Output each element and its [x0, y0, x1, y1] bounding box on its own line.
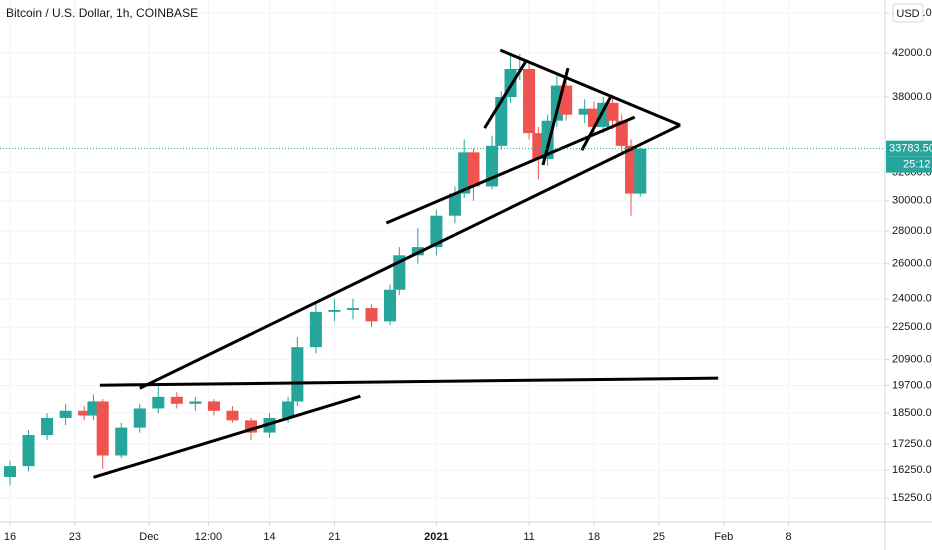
- countdown-badge: [886, 156, 932, 173]
- x-tick-label: Feb: [714, 531, 733, 543]
- trend-line: [92, 394, 361, 479]
- candle-body: [96, 401, 109, 456]
- y-tick-label: 20900.00: [892, 353, 932, 365]
- trend-line: [385, 115, 636, 225]
- trend-line: [139, 123, 681, 390]
- candle-body: [133, 408, 146, 428]
- last-price-badge: [886, 140, 932, 157]
- y-tick-label: 19700.00: [892, 379, 932, 391]
- y-tick-label: 18500.00: [892, 407, 932, 419]
- candle-body: [467, 152, 480, 187]
- x-tick-label: 2021: [424, 531, 448, 543]
- plot: [0, 48, 885, 486]
- candle-body: [597, 102, 610, 127]
- candle-body: [346, 308, 359, 310]
- trend-line: [99, 376, 719, 387]
- grid: [0, 0, 885, 522]
- x-tick-label: 21: [328, 531, 340, 543]
- x-tick-label: 11: [523, 531, 534, 543]
- x-tick-label: Dec: [139, 531, 159, 543]
- x-tick-label: 8: [786, 531, 792, 543]
- candle-body: [3, 466, 17, 477]
- candle-body: [189, 401, 202, 404]
- trend-line: [499, 48, 681, 127]
- countdown-label: 25:12: [903, 159, 931, 171]
- candle-body: [495, 96, 508, 146]
- axes: 15250.00 16250.00 17250.00 18500.00 19700.00…: [4, 7, 932, 543]
- candle-body: [578, 108, 591, 115]
- candle-body: [87, 401, 100, 416]
- candle-body: [282, 401, 295, 418]
- candle-body: [384, 289, 397, 322]
- y-tick-label: 26000.00: [892, 258, 932, 270]
- candle-body: [615, 120, 628, 146]
- y-tick-label: 38000.00: [892, 91, 932, 103]
- candle-body: [291, 347, 304, 402]
- y-tick-label: 24000.00: [892, 293, 932, 305]
- x-tick-label: 25: [653, 531, 665, 543]
- trend-line: [483, 61, 527, 129]
- trend-line: [580, 94, 613, 151]
- candle-body: [309, 311, 322, 348]
- y-tick-label: 16250.00: [892, 464, 932, 476]
- candle-body: [226, 410, 239, 421]
- candle-body: [532, 133, 545, 159]
- candle-body: [207, 401, 220, 411]
- candle-body: [625, 145, 638, 194]
- currency-label[interactable]: USD: [896, 8, 919, 20]
- candle-body: [458, 152, 471, 194]
- candle-body: [634, 148, 647, 194]
- candle-body: [448, 193, 461, 216]
- x-tick-label: 18: [588, 531, 600, 543]
- candle-body: [115, 427, 128, 456]
- candle-body: [365, 308, 378, 322]
- y-tick-label: 42000.00: [892, 47, 932, 59]
- candle-body: [328, 309, 341, 312]
- y-tick-label: 15250.00: [892, 492, 932, 504]
- candle-body: [41, 417, 54, 436]
- candle-body: [523, 69, 536, 134]
- x-tick-label: 16: [4, 531, 16, 543]
- x-tick-label: 23: [69, 531, 81, 543]
- candle-body: [606, 102, 619, 121]
- currency-button[interactable]: [892, 3, 924, 23]
- y-tick-label: 28000.00: [892, 225, 932, 237]
- chart-title: Bitcoin / U.S. Dollar, 1h, COINBASE: [6, 6, 198, 20]
- trend-line: [541, 67, 570, 166]
- y-tick-label: 22500.00: [892, 321, 932, 333]
- candle-body: [170, 396, 183, 404]
- candle-body: [78, 410, 91, 416]
- last-price-label: 33783.50: [889, 143, 932, 155]
- candle-body: [152, 396, 165, 409]
- candle-body: [430, 215, 443, 248]
- x-tick-label: 12:00: [195, 531, 223, 543]
- candle-body: [22, 435, 35, 467]
- y-tick-label: 30000.00: [892, 195, 932, 207]
- y-tick-label: 17250.00: [892, 438, 932, 450]
- x-tick-label: 14: [263, 531, 275, 543]
- candle-body: [59, 410, 72, 418]
